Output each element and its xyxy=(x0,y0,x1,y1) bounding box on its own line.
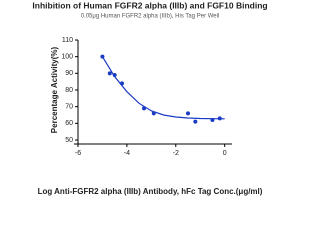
y-tick-label: 50 xyxy=(65,137,73,144)
chart-title: Inhibition of Human FGFR2 alpha (IIIb) a… xyxy=(32,0,267,10)
data-point xyxy=(210,118,215,122)
y-tick-label: 60 xyxy=(65,120,73,127)
fit-curve xyxy=(101,56,225,120)
data-point xyxy=(217,116,222,121)
data-point xyxy=(142,106,146,111)
chart-subtitle: 0.05μg Human FGFR2 alpha (IIIb), His Tag… xyxy=(81,14,220,20)
chart: Inhibition of Human FGFR2 alpha (IIIb) a… xyxy=(32,0,267,196)
data-point xyxy=(186,111,190,116)
y-tick-label: 90 xyxy=(65,70,73,77)
y-tick-label: 70 xyxy=(65,104,73,111)
data-point xyxy=(151,111,156,116)
y-tick-label: 100 xyxy=(61,54,73,61)
x-tick-label: -2 xyxy=(173,150,179,157)
y-tick-label: 110 xyxy=(62,37,73,44)
x-tick-label: -4 xyxy=(124,150,130,157)
y-axis-label: Percentage Activity(%) xyxy=(50,46,59,133)
data-point xyxy=(107,71,112,76)
data-point xyxy=(100,54,105,59)
data-point xyxy=(112,73,117,77)
y-tick-label: 80 xyxy=(65,87,73,94)
data-point xyxy=(120,81,124,86)
x-axis-label: Log Anti-FGFR2 alpha (IIIb) Antibody, hF… xyxy=(38,187,263,196)
data-point xyxy=(193,119,198,124)
x-tick-label: -6 xyxy=(75,150,81,157)
x-tick-label: 0 xyxy=(223,150,227,157)
